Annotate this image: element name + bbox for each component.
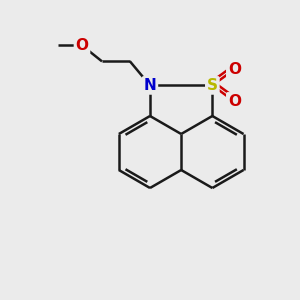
Text: O: O (76, 38, 88, 53)
Text: O: O (228, 94, 241, 109)
Text: O: O (228, 62, 241, 77)
Text: N: N (144, 78, 156, 93)
Text: S: S (207, 78, 218, 93)
